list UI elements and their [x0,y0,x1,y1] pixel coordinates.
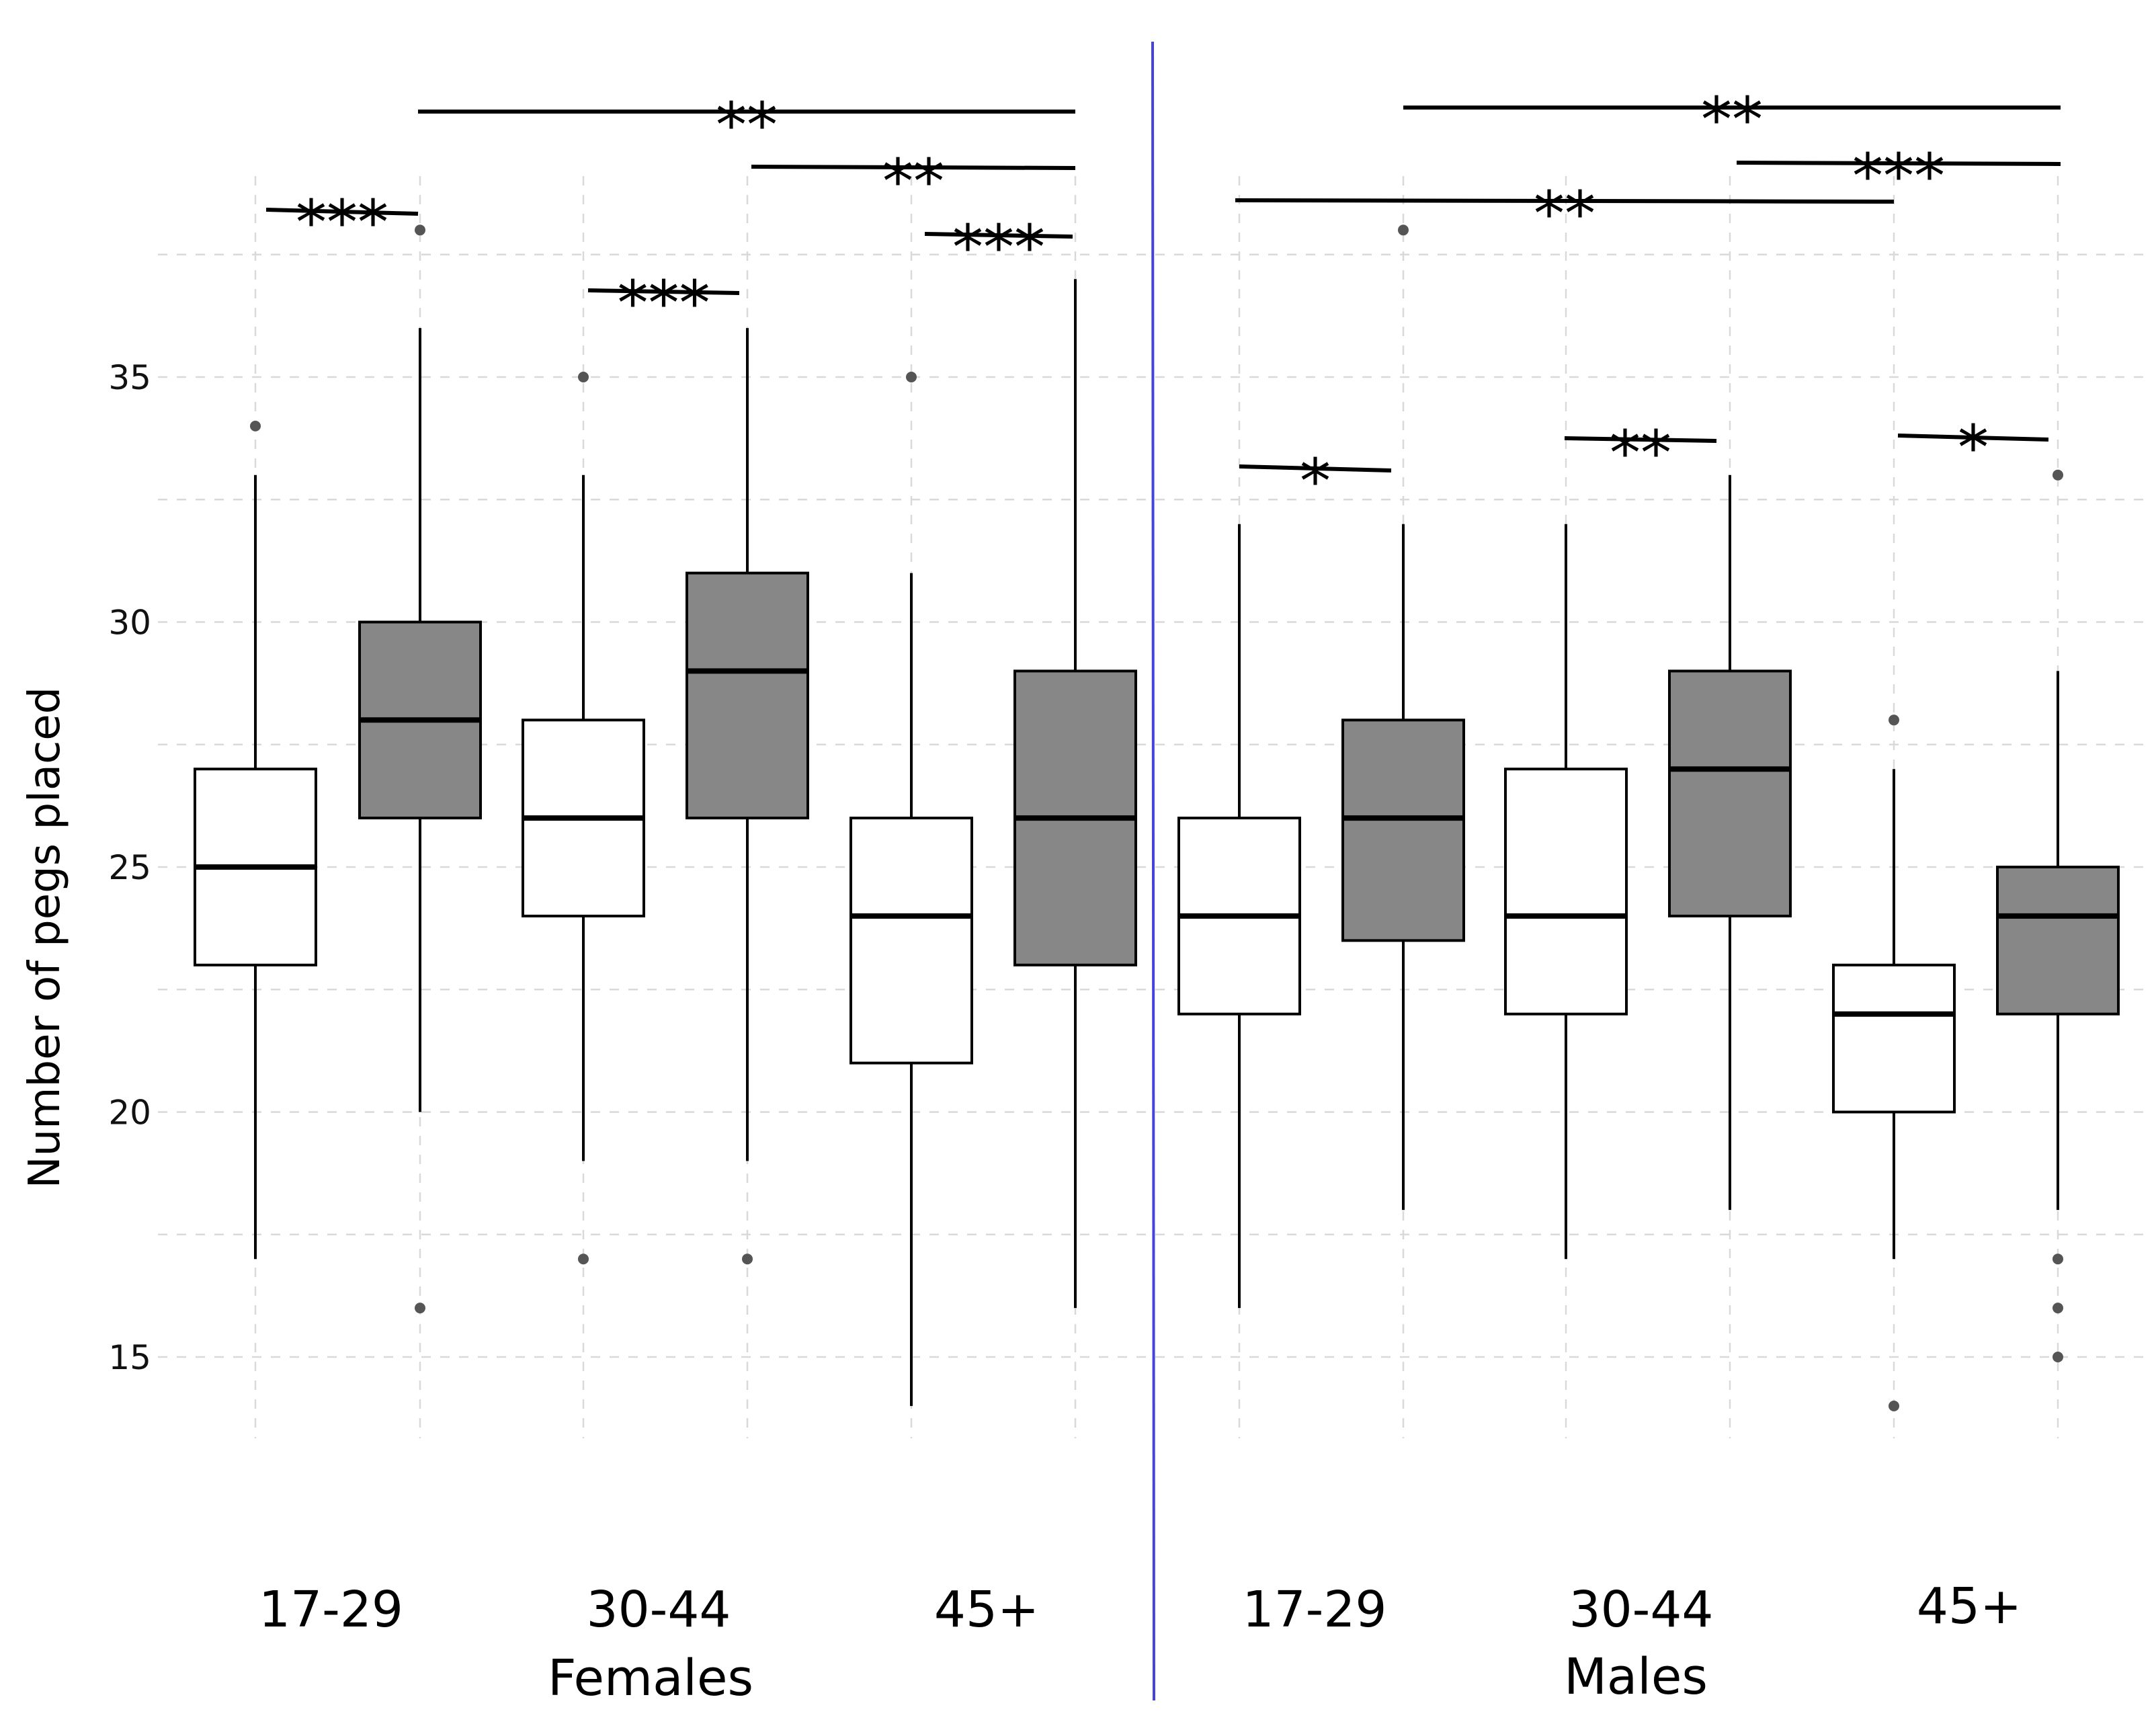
y-tick-label: 30 [108,604,151,643]
outlier-point [1889,1400,1899,1411]
outlier-point [415,224,425,236]
outlier-point [1398,224,1409,236]
x-category-label: 17-29 [259,1581,403,1639]
outlier-point [742,1253,753,1265]
x-category-label: 45+ [934,1581,1039,1639]
significance-label: ** [716,89,778,161]
significance-label: ** [1610,417,1671,489]
outlier-point [415,1303,425,1314]
significance-bracket [924,232,1073,239]
significance-label: * [1300,446,1331,518]
box-iqr [1832,963,1956,1114]
significance-bracket [1736,161,2061,166]
outlier-point [2053,1303,2063,1314]
outlier-point [250,420,261,431]
significance-label: *** [1852,140,1945,212]
box-iqr [1668,669,1792,917]
outlier-point [2053,469,2063,481]
group-divider [1151,41,1155,1701]
x-category-label: 30-44 [1569,1581,1713,1639]
x-category-label: 17-29 [1242,1581,1386,1639]
outlier-point [2053,1352,2063,1362]
y-tick-label: 35 [108,358,151,397]
significance-label: *** [618,268,710,339]
outlier-point [578,1253,589,1265]
significance-bracket [1239,464,1392,472]
significance-bracket [587,288,740,295]
significance-layer: ************** ** ******** [265,84,2061,518]
x-category-label: 45+ [1917,1577,2022,1635]
box-iqr [1504,768,1628,1016]
significance-label: * [1958,412,1989,484]
significance-bracket [751,165,1076,170]
outlier-point [2053,1253,2063,1265]
x-group-label: Males [1564,1648,1708,1706]
outlier-point [906,372,917,382]
outlier-point [578,372,589,382]
y-axis-title: Number of pegs placed [20,687,70,1189]
x-group-label: Females [548,1649,753,1707]
significance-label: ** [1701,84,1763,156]
significance-label: ** [882,146,944,218]
significance-label: *** [952,212,1045,284]
box-layer [194,224,2120,1411]
significance-bracket [1564,436,1717,443]
significance-bracket [265,208,419,216]
box-iqr [686,571,809,820]
label-layer: 15 20 25 30 35 17-29 30-44 45+ 17-29 30-44 45+ Fema… [108,358,2022,1707]
y-tick-label: 15 [108,1338,151,1377]
significance-label: ** [1534,178,1595,250]
outlier-point [1889,714,1899,726]
y-tick-label: 20 [108,1094,151,1133]
box-iqr [1341,718,1465,942]
significance-bracket [1235,198,1895,204]
box-iqr [1996,866,2120,1016]
x-category-label: 30-44 [586,1581,731,1639]
box-iqr [849,817,973,1065]
y-tick-label: 25 [108,848,151,887]
significance-label: *** [296,187,388,259]
significance-bracket [1897,434,2049,442]
